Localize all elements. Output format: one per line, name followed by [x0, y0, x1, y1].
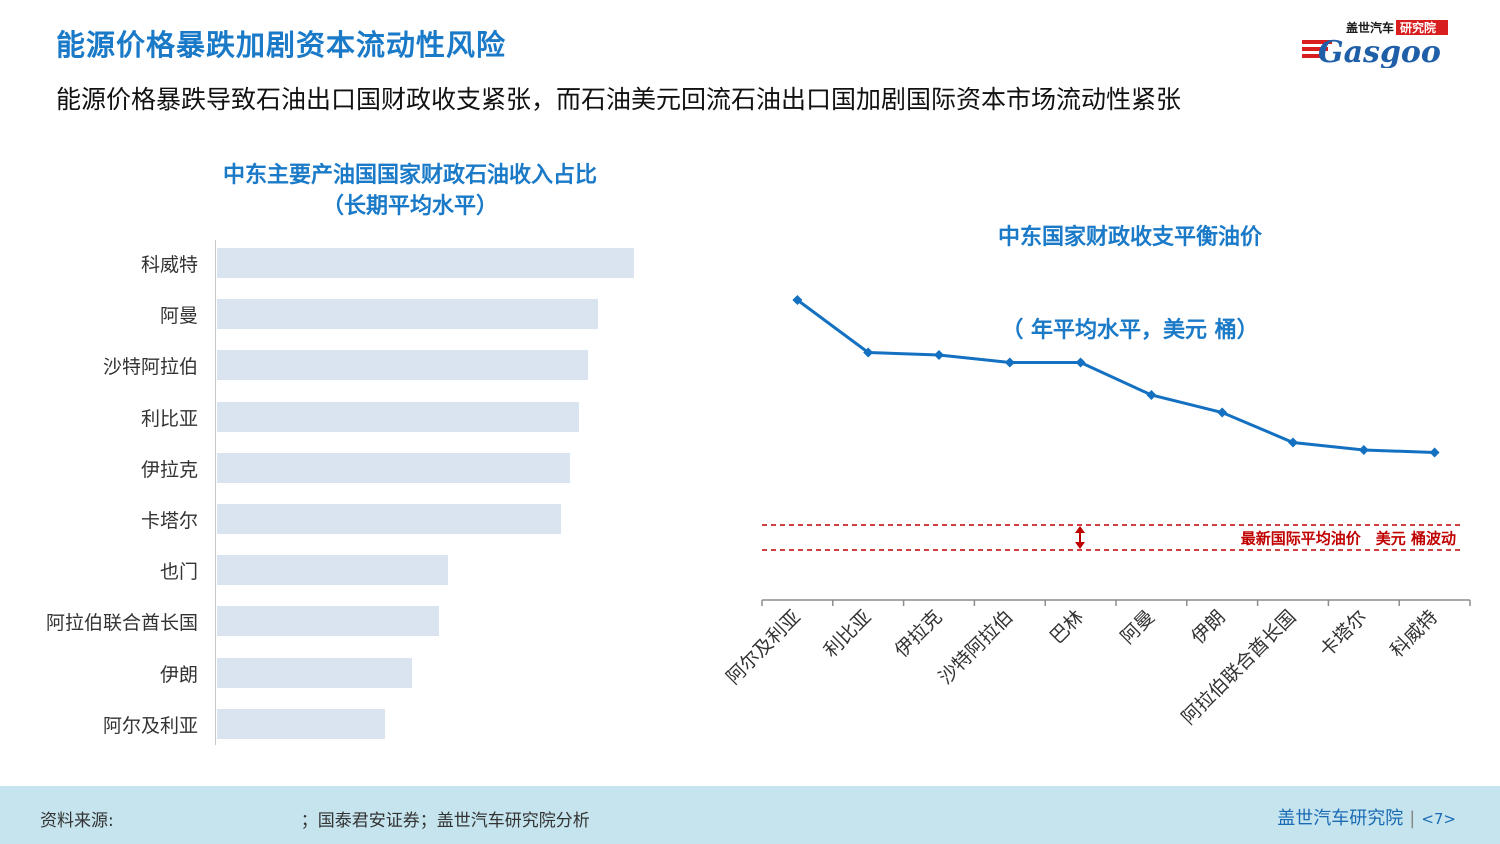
- x-axis-label: 沙特阿拉伯: [935, 606, 1018, 689]
- footer-brand-block: 盖世汽车研究院 | <7>: [1277, 804, 1456, 830]
- x-axis-label: 阿尔及利亚: [722, 606, 805, 689]
- bar-label: 利比亚: [140, 407, 198, 430]
- bar-label: 也门: [159, 561, 198, 584]
- bar-label: 伊拉克: [140, 458, 198, 481]
- bar: [217, 248, 634, 278]
- bar-label: 阿拉伯联合酋长国: [45, 612, 198, 635]
- line-chart-title-main: 中东国家财政收支平衡油价: [997, 225, 1262, 250]
- bar-label: 卡塔尔: [140, 510, 198, 532]
- page-subtitle: 能源价格暴跌导致石油出口国财政收支紧张，而石油美元回流石油出口国加剧国际资本市场…: [56, 85, 1182, 114]
- line-point: [1075, 357, 1086, 368]
- bar: [217, 555, 449, 586]
- line-point: [1358, 445, 1369, 455]
- bar-chart-title: 中东主要产油国国家财政石油收入占比 （长期平均水平）: [150, 160, 670, 222]
- line-chart-title: 中东国家财政收支平衡油价 （ 年平均水平，美元 桶）: [880, 160, 1380, 377]
- bar: [217, 504, 562, 534]
- line-point: [863, 347, 874, 358]
- line-chart-title-sub: （ 年平均水平，美元 桶）: [1001, 318, 1259, 343]
- x-axis-label: 利比亚: [820, 606, 876, 662]
- line-point: [792, 295, 803, 305]
- x-axis-label: 伊拉克: [891, 606, 947, 662]
- line-point: [1146, 390, 1157, 400]
- bar-label: 沙特阿拉伯: [102, 356, 198, 379]
- bar: [217, 657, 412, 688]
- reference-arrow-up-icon: [1075, 526, 1085, 533]
- x-axis-label: 科威特: [1386, 606, 1442, 662]
- logo-brand: Gasgoo: [1318, 35, 1441, 68]
- bar-label: 伊朗: [159, 663, 198, 686]
- footer-brand: 盖世汽车研究院: [1277, 808, 1404, 829]
- bar-label: 阿尔及利亚: [102, 714, 198, 737]
- reference-arrow-down-icon: [1075, 542, 1085, 549]
- bar: [217, 350, 589, 381]
- x-axis-label: 伊朗: [1187, 606, 1229, 648]
- bar: [217, 452, 571, 483]
- bar: [217, 708, 385, 739]
- x-axis-label: 阿曼: [1116, 606, 1158, 648]
- bar: [217, 606, 439, 637]
- x-axis-label: 巴林: [1046, 606, 1088, 648]
- bar: [217, 299, 598, 330]
- line-series: [796, 298, 1435, 454]
- bar-chart-title-main: 中东主要产油国国家财政石油收入占比: [222, 163, 597, 188]
- gasgoo-logo: 盖世汽车 研究院 Gasgoo: [1302, 20, 1448, 68]
- footer: 资料来源: ；国泰君安证券；盖世汽车研究院分析 盖世汽车研究院 | <7>: [0, 786, 1500, 844]
- line-point: [1217, 407, 1228, 418]
- bar: [217, 401, 580, 432]
- line-point: [1288, 437, 1298, 448]
- bar-chart-title-sub: （长期平均水平）: [321, 194, 498, 219]
- footer-source: 资料来源: ；国泰君安证券；盖世汽车研究院分析: [40, 811, 590, 831]
- footer-divider: |: [1409, 808, 1416, 829]
- reference-band-label: 最新国际平均油价 美元 桶波动: [1241, 530, 1456, 548]
- x-axis-label: 卡塔尔: [1315, 606, 1371, 662]
- logo-badge-text: 研究院: [1400, 20, 1436, 35]
- bar-label: 阿曼: [159, 305, 198, 328]
- bar-label: 科威特: [140, 254, 198, 276]
- line-point: [1004, 357, 1015, 368]
- page-title: 能源价格暴跌加剧资本流动性风险: [56, 28, 507, 62]
- bar-chart-axis: [215, 240, 216, 745]
- line-point: [1429, 447, 1440, 458]
- logo-top-text: 盖世汽车: [1346, 20, 1394, 35]
- line-point: [934, 350, 944, 360]
- page-number: <7>: [1421, 810, 1456, 828]
